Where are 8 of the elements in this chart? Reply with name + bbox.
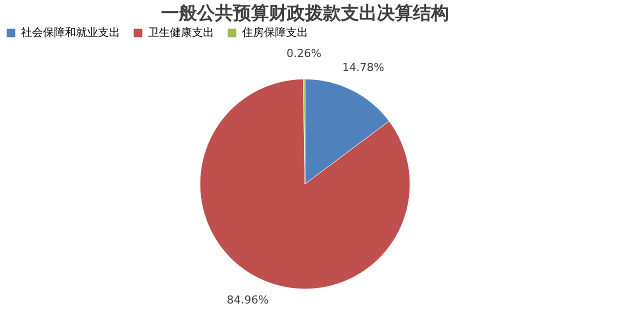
legend-label: 住房保障支出 <box>242 26 308 39</box>
chart-title: 一般公共预算财政拨款支出决算结构 <box>161 3 449 24</box>
data-label: 0.26% <box>286 47 322 60</box>
legend-label: 卫生健康支出 <box>148 26 214 39</box>
pie-slice <box>200 78 410 290</box>
data-label: 84.96% <box>226 294 269 307</box>
data-label: 14.78% <box>342 60 384 74</box>
legend-label: 社会保障和就业支出 <box>21 26 120 39</box>
